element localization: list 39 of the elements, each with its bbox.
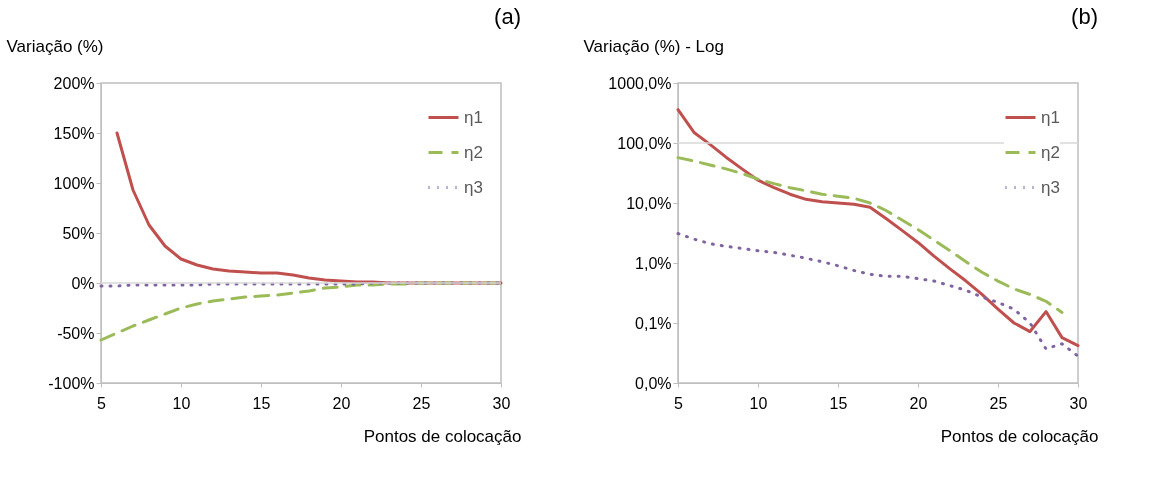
line-series [676, 108, 1080, 348]
legend-label: η3 [464, 177, 483, 197]
chart-title: (a) [494, 4, 521, 29]
x-axis-title: Pontos de colocação [940, 426, 1099, 446]
x-tick-label: 15 [252, 394, 271, 412]
line-series [676, 232, 1080, 358]
y-tick-label: 100% [53, 174, 95, 192]
y-tick-label: 50% [62, 224, 95, 242]
x-tick-label: 20 [332, 394, 351, 412]
y-tick-label: 200% [53, 74, 95, 92]
legend-label: η1 [464, 107, 483, 127]
y-tick-label: -50% [57, 324, 95, 342]
legend-label: η2 [464, 142, 483, 162]
legend-label: η1 [1041, 107, 1060, 127]
x-tick-label: 10 [172, 394, 191, 412]
x-tick-label: 5 [674, 394, 684, 412]
x-tick-label: 25 [412, 394, 431, 412]
y-tick-label: 0,1% [635, 314, 672, 332]
y-axis-title: Variação (%) - Log [583, 36, 724, 56]
x-tick-label: 20 [909, 394, 928, 412]
x-tick-label: 5 [97, 394, 107, 412]
y-tick-label: 100,0% [617, 134, 672, 152]
y-tick-label: 0,0% [635, 374, 672, 392]
legend-label: η3 [1041, 177, 1060, 197]
x-tick-label: 30 [1069, 394, 1088, 412]
x-tick-label: 15 [829, 394, 848, 412]
x-tick-label: 30 [492, 394, 511, 412]
y-tick-label: 0% [71, 274, 95, 292]
x-axis-title: Pontos de colocação [363, 426, 522, 446]
legend-label: η2 [1041, 142, 1060, 162]
x-tick-label: 10 [749, 394, 768, 412]
y-tick-label: -100% [48, 374, 95, 392]
y-tick-label: 1,0% [635, 254, 672, 272]
y-axis-title: Variação (%) [6, 36, 104, 56]
y-tick-label: 150% [53, 124, 95, 142]
y-tick-label: 1000,0% [608, 74, 672, 92]
y-tick-label: 10,0% [626, 194, 672, 212]
chart-title: (b) [1071, 4, 1098, 29]
x-tick-label: 25 [989, 394, 1008, 412]
